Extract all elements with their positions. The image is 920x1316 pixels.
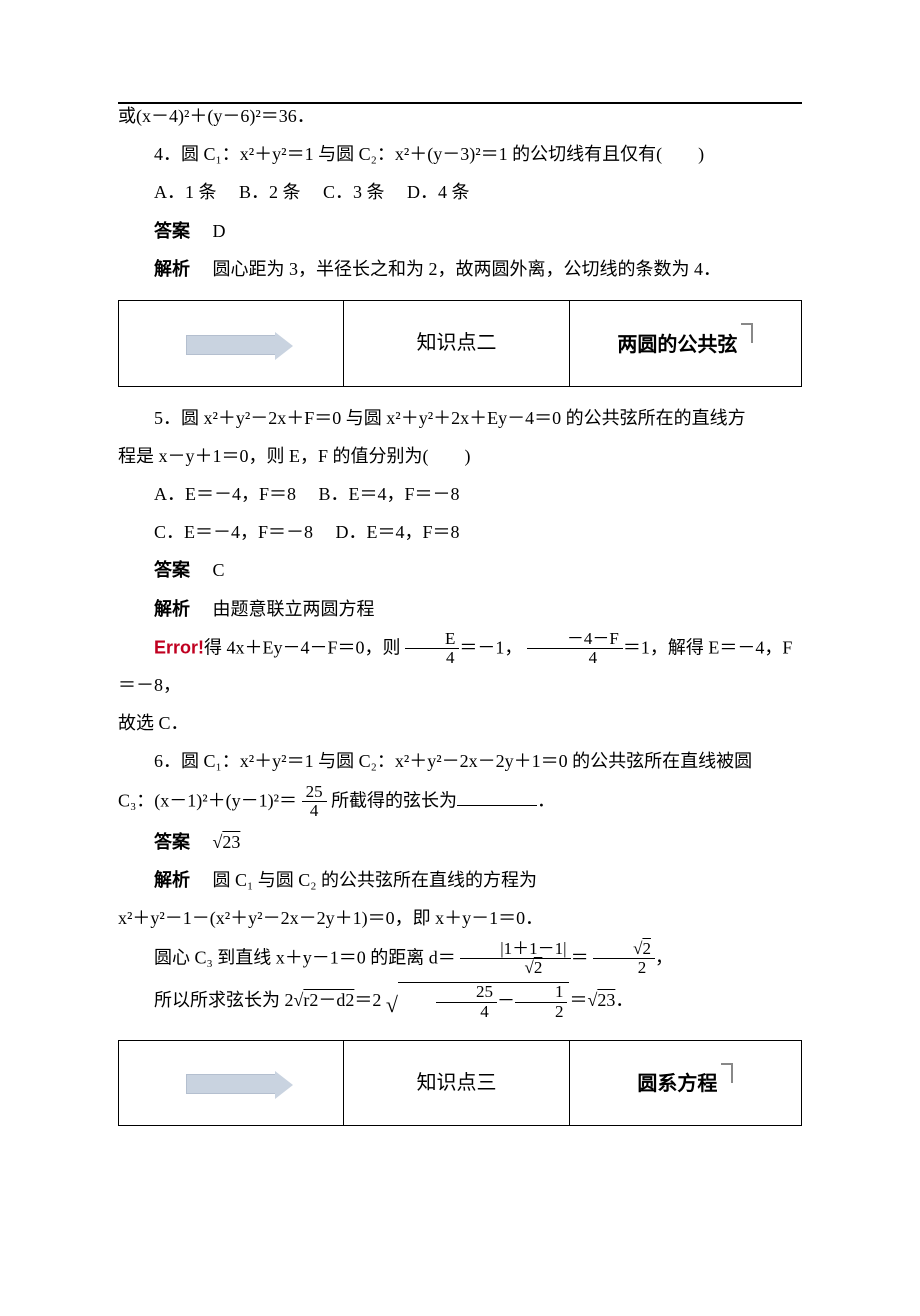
frac-num: 25 [436, 983, 497, 1002]
answer-value: D [213, 221, 226, 241]
fraction: －4－F 4 [527, 630, 623, 668]
frac-den: 4 [405, 649, 459, 668]
q4-stem: 4．圆 C₁：x²＋y²＝1 与圆 C₂：x²＋(y－3)²＝1 的公切线有且仅… [118, 137, 802, 171]
frac-num: 1 [515, 983, 568, 1002]
q5-optB: B．E＝4，F＝－8 [319, 484, 460, 504]
q5-opts-1: A．E＝－4，F＝8 B．E＝4，F＝－8 [118, 477, 802, 511]
q6-answer: 答案 √23 [118, 825, 802, 859]
q5-explain-2: Error!得 4x＋Ey－4－F＝0，则 E 4 ＝－1， －4－F 4 ＝1… [118, 630, 802, 703]
fraction: 1 2 [515, 983, 568, 1021]
q5-optA: A．E＝－4，F＝8 [154, 484, 296, 504]
fraction: |1＋1－1| √2 [460, 940, 570, 978]
q5-explain-1: 解析 由题意联立两圆方程 [118, 592, 802, 626]
q4-answer: 答案 D [118, 214, 802, 248]
kp-box-3: 知识点三 圆系方程 [118, 1040, 802, 1127]
frac-num: √2 [593, 940, 655, 959]
frac-num: |1＋1－1| [460, 940, 570, 959]
kp-title: 两圆的公共弦 [617, 334, 753, 356]
text: 圆心 C₃ 到直线 x＋y－1＝0 的距离 d＝ [154, 947, 456, 967]
explain-label: 解析 [154, 599, 190, 619]
text: ＝－1， [459, 637, 522, 657]
arrow-icon [186, 1074, 276, 1094]
q5-stem-b: 程是 x－y＋1＝0，则 E，F 的值分别为( ) [118, 439, 802, 473]
answer-label: 答案 [154, 560, 190, 580]
fraction: √2 2 [593, 940, 655, 978]
q6-exp-3: 圆心 C₃ 到直线 x＋y－1＝0 的距离 d＝ |1＋1－1| √2 ＝ √2… [118, 940, 802, 978]
q5-opts-2: C．E＝－4，F＝－8 D．E＝4，F＝8 [118, 515, 802, 549]
explain-label: 解析 [154, 870, 190, 890]
q6-stem-a: 6．圆 C₁：x²＋y²＝1 与圆 C₂：x²＋y²－2x－2y＋1＝0 的公共… [118, 744, 802, 778]
minus: － [497, 990, 515, 1010]
kp-label: 知识点二 [344, 300, 569, 386]
sqrt-body: r2－d2 [303, 990, 354, 1010]
q4-optD: D．4 条 [407, 182, 470, 202]
q5-optC: C．E＝－4，F＝－8 [154, 522, 313, 542]
fill-blank [457, 805, 537, 806]
q4-optB: B．2 条 [239, 182, 301, 202]
q5-stem-a: 5．圆 x²＋y²－2x＋F＝0 与圆 x²＋y²＋2x＋Ey－4＝0 的公共弦… [118, 401, 802, 435]
frac-num: －4－F [527, 630, 623, 649]
arrow-icon [186, 335, 276, 355]
text: ＝2 [354, 990, 381, 1010]
sqrt-body: 23 [597, 990, 615, 1010]
frac-num: E [405, 630, 459, 649]
error-label: Error! [154, 637, 204, 657]
frac-den: √2 [460, 959, 570, 978]
frac-den: 4 [527, 649, 623, 668]
q5-optD: D．E＝4，F＝8 [336, 522, 460, 542]
fraction: E 4 [405, 630, 459, 668]
explain-label: 解析 [154, 259, 190, 279]
text: ， [655, 947, 673, 967]
text: 得 4x＋Ey－4－F＝0，则 [204, 637, 401, 657]
q6-exp-4: 所以所求弦长为 2√r2－d2＝2 √ 25 4 － 1 2 ＝√23． [118, 982, 802, 1026]
carryover-line: 或(x－4)²＋(y－6)²＝36． [118, 99, 802, 133]
answer-value: 23 [222, 832, 240, 852]
fraction: 25 4 [436, 983, 497, 1021]
explain-text: 圆心距为 3，半径长之和为 2，故两圆外离，公切线的条数为 4． [213, 259, 722, 279]
explain-text: 由题意联立两圆方程 [213, 599, 375, 619]
q4-optA: A．1 条 [154, 182, 217, 202]
answer-label: 答案 [154, 832, 190, 852]
kp-label: 知识点三 [344, 1040, 569, 1126]
text: 所以所求弦长为 2 [154, 990, 294, 1010]
frac-den: 2 [593, 959, 655, 978]
text: C₃：(x－1)²＋(y－1)²＝ [118, 790, 297, 810]
kp-box-2: 知识点二 两圆的公共弦 [118, 300, 802, 387]
q5-explain-3: 故选 C． [118, 706, 802, 740]
q6-exp-2: x²＋y²－1－(x²＋y²－2x－2y＋1)＝0，即 x＋y－1＝0． [118, 901, 802, 935]
answer-value: C [213, 560, 225, 580]
fraction: 25 4 [302, 783, 327, 821]
answer-label: 答案 [154, 221, 190, 241]
q4-optC: C．3 条 [323, 182, 385, 202]
q6-stem-b: C₃：(x－1)²＋(y－1)²＝ 25 4 所截得的弦长为． [118, 783, 802, 821]
text: ＝ [571, 947, 589, 967]
kp-title: 圆系方程 [637, 1073, 733, 1095]
frac-den: 2 [515, 1003, 568, 1022]
frac-num: 25 [302, 783, 327, 802]
q4-explain: 解析 圆心距为 3，半径长之和为 2，故两圆外离，公切线的条数为 4． [118, 252, 802, 286]
text: 圆 C₁ 与圆 C₂ 的公共弦所在直线的方程为 [213, 870, 538, 890]
frac-den: 4 [436, 1003, 497, 1022]
text: 所截得的弦长为 [331, 790, 457, 810]
q4-options: A．1 条 B．2 条 C．3 条 D．4 条 [118, 175, 802, 209]
frac-den: 4 [302, 802, 327, 821]
q6-exp-1: 解析 圆 C₁ 与圆 C₂ 的公共弦所在直线的方程为 [118, 863, 802, 897]
q5-answer: 答案 C [118, 553, 802, 587]
